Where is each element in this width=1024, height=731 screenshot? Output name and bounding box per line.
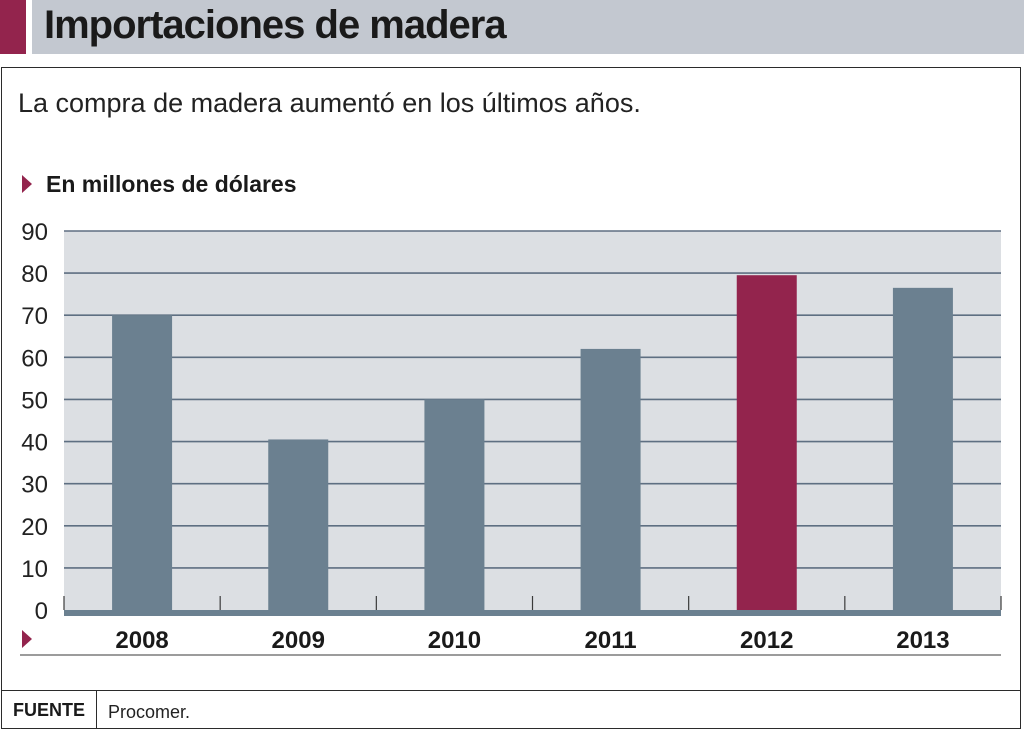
bar-2011 xyxy=(580,348,641,610)
chart-title: Importaciones de madera xyxy=(44,3,507,47)
y-tick-label: 20 xyxy=(21,514,48,541)
x-tick-label: 2013 xyxy=(896,627,949,654)
y-tick-label: 80 xyxy=(21,261,48,288)
plot-background xyxy=(64,231,1001,610)
source-label: FUENTE xyxy=(13,700,85,720)
y-tick-label: 30 xyxy=(21,472,48,499)
bar-2008 xyxy=(112,315,173,610)
bar-2012 xyxy=(736,275,797,610)
x-axis-baseline xyxy=(64,610,1001,616)
title-accent-block xyxy=(0,0,26,54)
footer-divider xyxy=(1,690,1021,691)
y-tick-label: 70 xyxy=(21,303,48,330)
chart-subtitle: La compra de madera aumentó en los últim… xyxy=(18,88,641,118)
x-tick-label: 2009 xyxy=(272,627,325,654)
unit-label: En millones de dólares xyxy=(46,171,297,197)
bar-2010 xyxy=(424,399,485,610)
y-tick-label: 40 xyxy=(21,430,48,457)
x-tick-label: 2010 xyxy=(428,627,481,654)
source-divider xyxy=(96,691,97,729)
title-bar: Importaciones de madera xyxy=(32,0,1024,54)
triangle-marker-icon xyxy=(22,630,32,648)
y-tick-label: 60 xyxy=(21,345,48,372)
bar-2009 xyxy=(268,439,329,610)
source-value: Procomer. xyxy=(108,702,191,722)
y-tick-label: 0 xyxy=(35,598,48,625)
bar-2013 xyxy=(892,287,953,610)
triangle-marker-icon xyxy=(22,175,32,193)
y-tick-label: 90 xyxy=(21,219,48,246)
y-tick-label: 50 xyxy=(21,387,48,414)
x-tick-label: 2008 xyxy=(115,627,168,654)
x-tick-label: 2012 xyxy=(740,627,793,654)
x-tick-label: 2011 xyxy=(585,627,637,654)
chart-frame xyxy=(1,67,1021,729)
y-tick-label: 10 xyxy=(21,556,48,583)
